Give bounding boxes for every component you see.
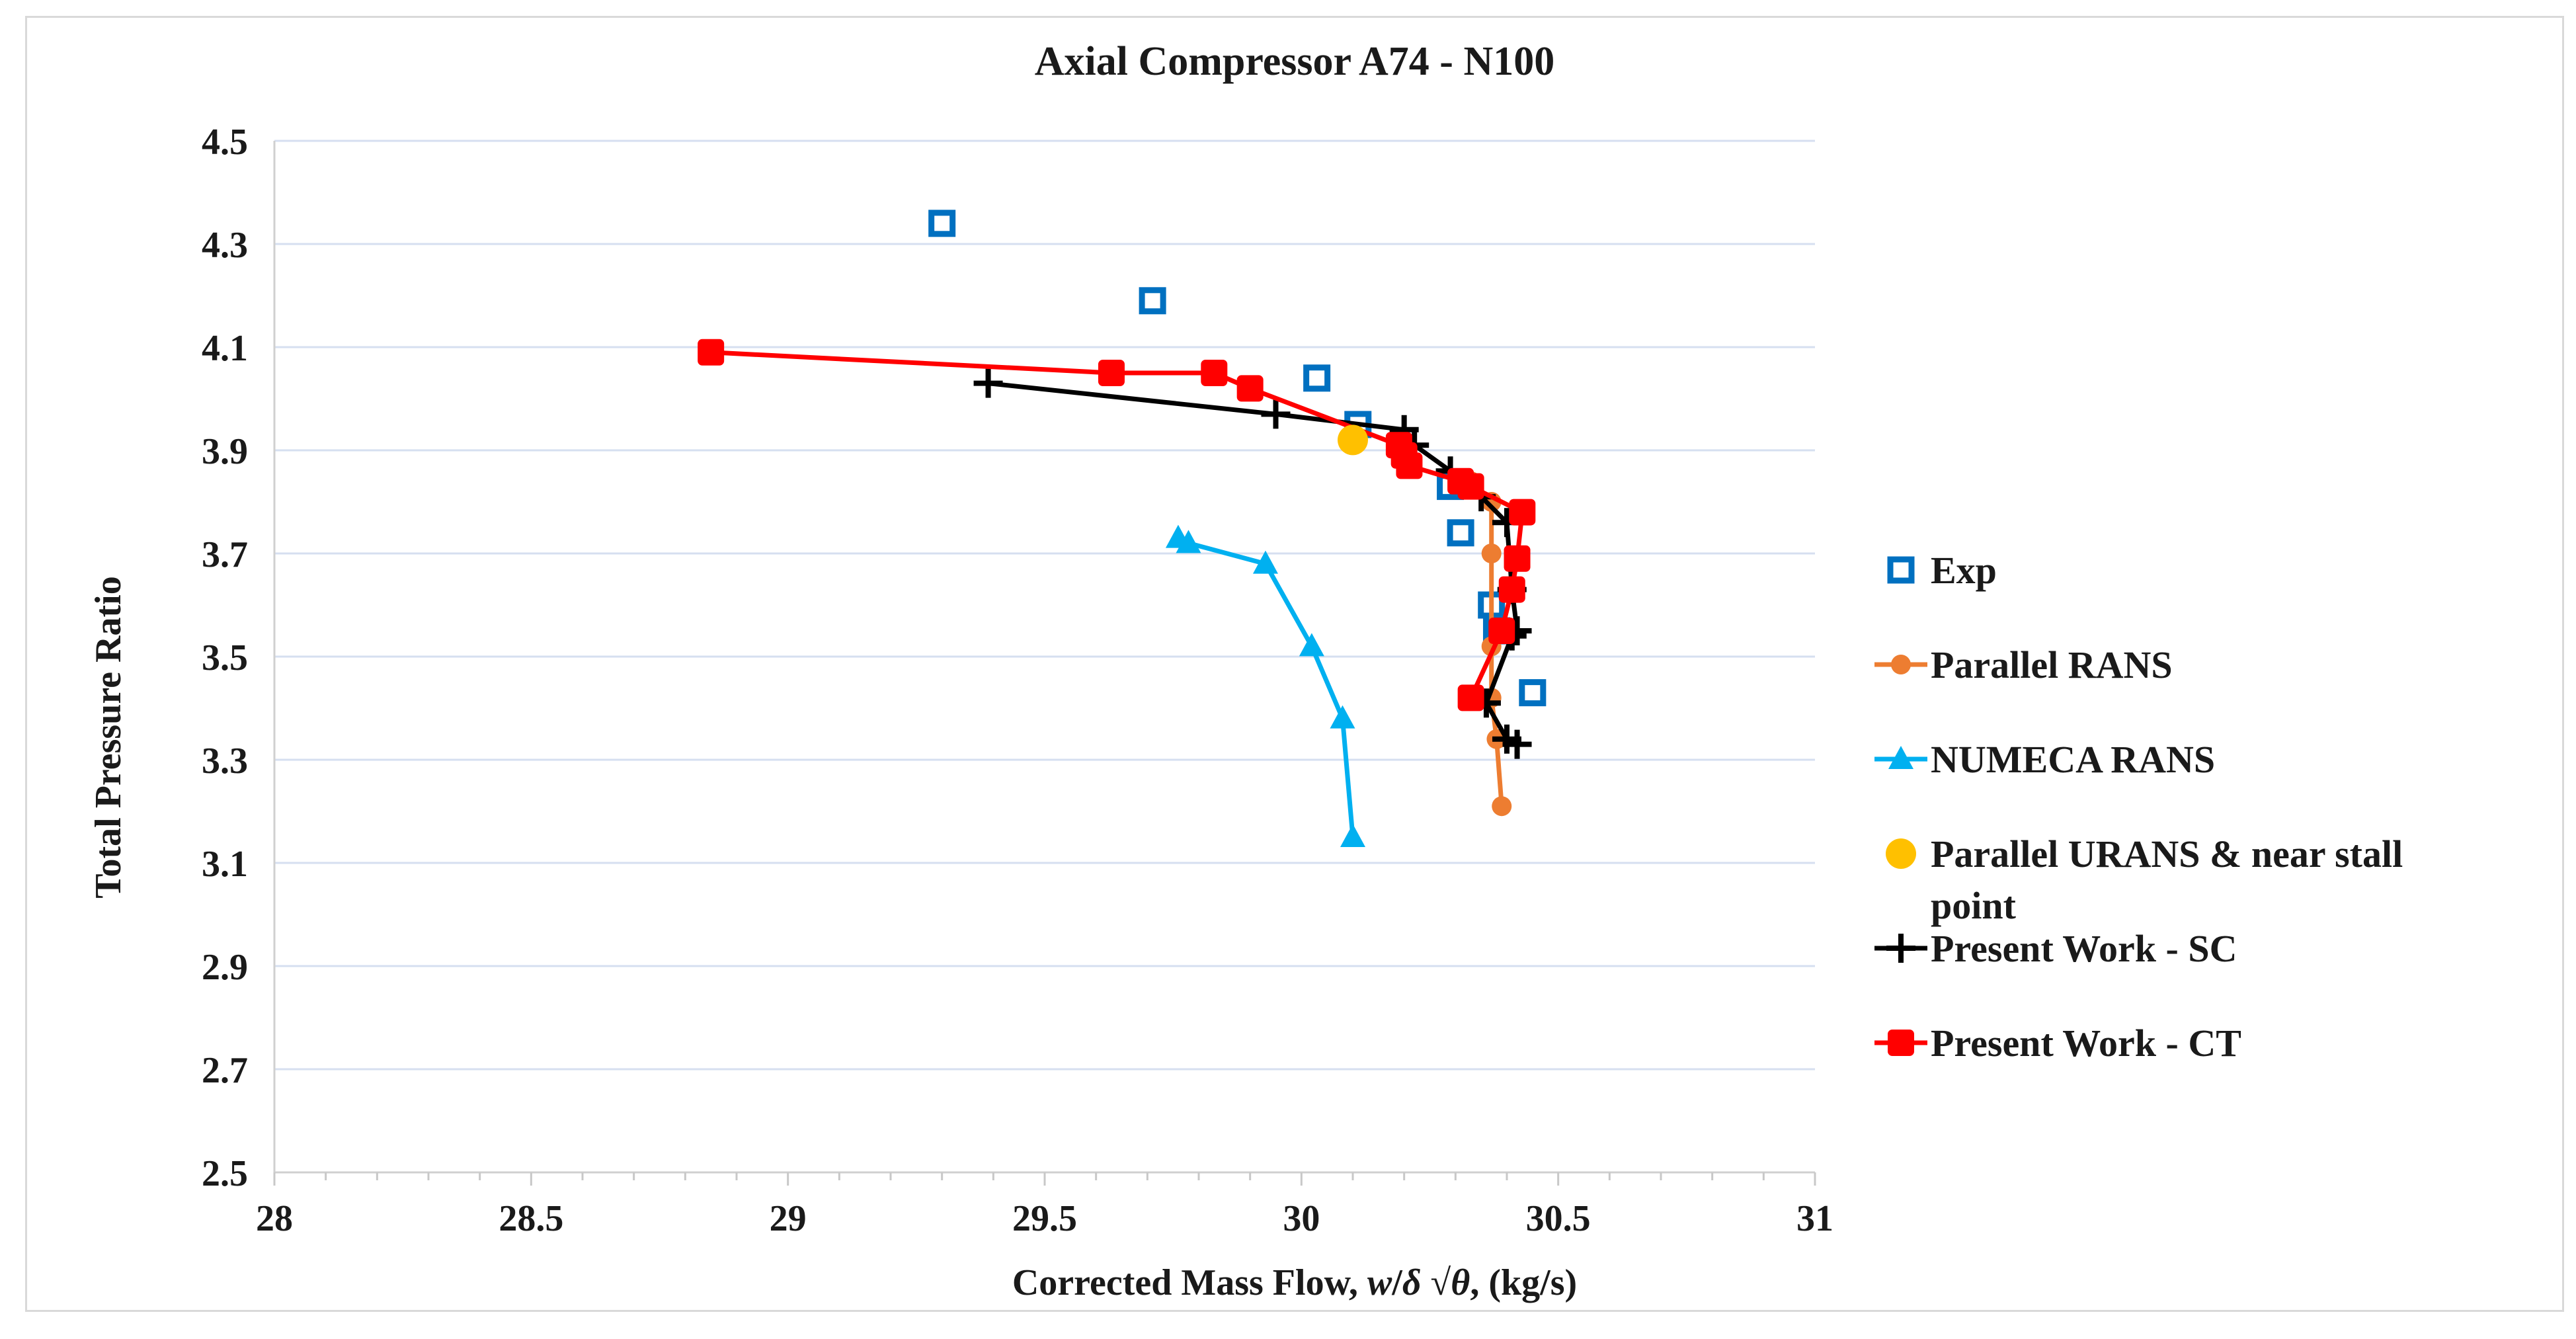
data-point <box>1299 633 1324 657</box>
y-axis-label: Total Pressure Ratio <box>88 576 129 898</box>
x-axis-label: Corrected Mass Flow, w/δ √θ, (kg/s) <box>1012 1262 1577 1303</box>
data-point <box>1488 618 1515 644</box>
legend-item: Parallel URANS & near stall point <box>1886 832 2403 927</box>
y-tick-label: 2.7 <box>202 1050 248 1091</box>
y-tick-label: 3.5 <box>202 637 248 678</box>
data-point <box>1492 796 1512 817</box>
series-line <box>1177 536 1355 838</box>
data-point <box>1447 519 1474 547</box>
y-tick-label: 4.3 <box>202 225 248 266</box>
series-parallel-urans-near-stall-point <box>1338 425 1368 456</box>
series-line <box>988 381 1520 747</box>
legend-label: Present Work - CT <box>1931 1022 2241 1065</box>
chart-frame <box>25 16 2564 1312</box>
series-present-work-sc <box>973 368 1532 759</box>
y-tick-label: 3.9 <box>202 431 248 472</box>
x-tick-label: 30 <box>1283 1198 1320 1239</box>
legend-label: Exp <box>1931 549 1997 592</box>
series-present-work-ct <box>698 339 1536 711</box>
axes <box>273 141 1816 1186</box>
y-tick-label: 4.1 <box>202 328 248 369</box>
data-point <box>1201 360 1228 386</box>
data-point <box>1303 364 1331 392</box>
legend-marker <box>1891 655 1911 674</box>
data-point <box>973 368 1003 398</box>
legend-item: Present Work - SC <box>1874 927 2237 970</box>
legend-label: point <box>1931 884 2017 927</box>
data-point <box>698 339 725 366</box>
data-point <box>1509 499 1536 526</box>
data-point <box>1340 824 1365 847</box>
y-tick-label: 4.5 <box>202 122 248 163</box>
x-tick-label: 28 <box>256 1198 293 1239</box>
legend-marker <box>1887 556 1915 584</box>
x-tick-label: 29 <box>770 1198 807 1239</box>
data-point <box>1098 360 1125 386</box>
data-point <box>1396 452 1423 479</box>
data-point <box>1338 425 1368 456</box>
legend-marker <box>1886 838 1916 869</box>
chart-title: Axial Compressor A74 - N100 <box>1035 39 1554 84</box>
legend-item: Present Work - CT <box>1874 1022 2241 1065</box>
gridlines <box>274 140 1815 1071</box>
x-tick-label: 30.5 <box>1526 1198 1591 1239</box>
data-point <box>1236 375 1264 402</box>
series-layer <box>698 210 1547 847</box>
data-point <box>1457 684 1484 711</box>
data-point <box>1498 576 1525 603</box>
y-tick-label: 3.7 <box>202 534 248 575</box>
x-tick-label: 29.5 <box>1012 1198 1077 1239</box>
data-point <box>1502 729 1532 759</box>
y-tick-label: 3.3 <box>202 741 248 782</box>
data-point <box>1519 679 1547 707</box>
x-tick-labels: 28 28.5 29 29.5 30 30.5 31 <box>256 1198 1833 1239</box>
y-tick-labels: 2.5 2.7 2.9 3.1 3.3 3.5 3.7 3.9 4.1 4.3 4.5 <box>202 122 248 1194</box>
series-numeca-rans <box>1165 524 1365 847</box>
x-tick-label: 31 <box>1796 1198 1833 1239</box>
legend-marker <box>1888 1030 1914 1056</box>
legend-marker <box>1888 746 1913 769</box>
data-point <box>1139 287 1166 315</box>
data-point <box>1481 544 1502 563</box>
data-point <box>1176 530 1201 553</box>
legend-item: NUMECA RANS <box>1874 738 2215 781</box>
legend-label: Parallel RANS <box>1931 643 2173 686</box>
legend-item: Parallel RANS <box>1874 643 2173 686</box>
legend-label: NUMECA RANS <box>1931 738 2215 781</box>
legend-label: Present Work - SC <box>1931 927 2237 970</box>
legend: Exp Parallel RANS NUMECA RANS Parallel URAN… <box>1874 549 2403 1065</box>
y-tick-label: 2.5 <box>202 1153 248 1194</box>
y-tick-label: 2.9 <box>202 947 248 988</box>
data-point <box>1261 399 1291 429</box>
legend-item: Exp <box>1887 549 1997 592</box>
y-tick-label: 3.1 <box>202 844 248 885</box>
data-point <box>1504 545 1531 572</box>
data-point <box>1252 550 1278 574</box>
series-line <box>710 350 1525 699</box>
data-point <box>1330 705 1355 729</box>
data-point <box>928 210 956 237</box>
data-point <box>1457 473 1484 500</box>
legend-marker <box>1886 934 1915 963</box>
legend-label: Parallel URANS & near stall <box>1931 832 2403 875</box>
x-tick-label: 28.5 <box>499 1198 563 1239</box>
